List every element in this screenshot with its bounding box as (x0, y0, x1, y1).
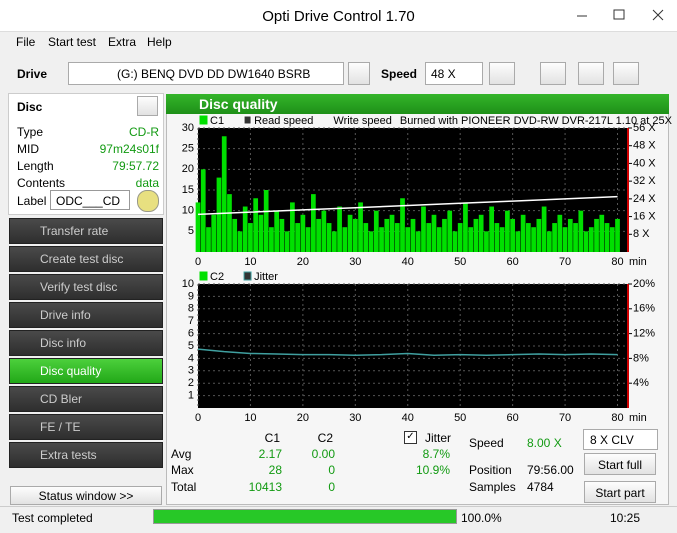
save-button[interactable] (613, 62, 639, 85)
stats-value: 2.17 (258, 447, 282, 461)
title-bar (0, 0, 677, 32)
disc-key: Contents (17, 176, 66, 190)
menu-item: Start test (48, 35, 97, 49)
stats-header: C1 (264, 431, 280, 445)
nav-item[interactable]: Extra tests (9, 442, 163, 468)
stats-label: Total (171, 480, 197, 494)
info-label: Samples (469, 480, 516, 494)
nav-item[interactable]: Verify test disc (9, 274, 163, 300)
stats-header: Jitter (425, 431, 452, 445)
start-part-button[interactable]: Start part (584, 481, 656, 503)
disc-refresh[interactable] (137, 96, 158, 116)
disc-value: CD-R (129, 125, 159, 139)
window-controls[interactable] (565, 0, 677, 30)
panel-title: Disc quality (166, 94, 669, 114)
stats-header: C2 (317, 431, 333, 445)
stats-value: 10413 (248, 480, 282, 494)
stats-value: 0 (328, 463, 335, 477)
window-title: Opti Drive Control 1.70 (262, 8, 415, 25)
time-text: 10:25 (610, 511, 641, 525)
jitter-checkbox[interactable]: ✓ (404, 431, 417, 444)
refresh-button[interactable] (489, 62, 515, 85)
stats-value: 10.9% (415, 463, 450, 477)
disc-header: Disc (17, 100, 43, 114)
speed-label: Speed (381, 67, 418, 81)
info-value: 8.00 X (527, 436, 562, 450)
nav-item[interactable]: Disc info (9, 330, 163, 356)
nav-item[interactable]: Drive info (9, 302, 163, 328)
nav-item[interactable]: CD Bler (9, 386, 163, 412)
info-label: Speed (469, 436, 504, 450)
nav-item[interactable]: Transfer rate (9, 218, 163, 244)
erase-button[interactable] (540, 62, 566, 85)
nav-item[interactable]: FE / TE (9, 414, 163, 440)
start-full-button[interactable]: Start full (584, 453, 656, 475)
speed-select[interactable]: 48 X (425, 62, 483, 85)
stats-label: Max (171, 463, 194, 477)
disc-value: 97m24s01f (99, 142, 159, 156)
info-value: 79:56.00 (527, 463, 574, 477)
drive-select[interactable]: (G:) BENQ DVD DD DW1640 BSRB (68, 62, 344, 85)
nav-item[interactable]: Create test disc (9, 246, 163, 272)
progress-text: 100.0% (461, 511, 502, 525)
status-text: Test completed (12, 511, 93, 525)
label-label: Label (17, 194, 47, 208)
menu-item: File (16, 35, 36, 49)
stats-value: 28 (268, 463, 282, 477)
eject-button[interactable] (348, 62, 370, 85)
status-window-button[interactable]: Status window >> (10, 486, 162, 505)
label-button[interactable] (137, 190, 159, 212)
info-value: 4784 (527, 480, 554, 494)
stats-label: Avg (171, 447, 192, 461)
stats-value: 0.00 (311, 447, 335, 461)
stats-value: 8.7% (422, 447, 450, 461)
disc-value: 79:57.72 (112, 159, 159, 173)
settings-button[interactable] (578, 62, 604, 85)
disc-key: MID (17, 142, 39, 156)
disc-value: data (135, 176, 159, 190)
drive-label: Drive (17, 67, 48, 81)
progress-bar (153, 509, 457, 524)
info-label: Position (469, 463, 512, 477)
label-input[interactable]: ODC___CD (50, 190, 130, 210)
disc-key: Type (17, 125, 44, 139)
menu-item: Extra (108, 35, 137, 49)
stats-value: 0 (328, 480, 335, 494)
mode-select[interactable]: 8 X CLV (583, 429, 658, 450)
disc-key: Length (17, 159, 54, 173)
nav-item[interactable]: Disc quality (9, 358, 163, 384)
menu-item: Help (147, 35, 172, 49)
